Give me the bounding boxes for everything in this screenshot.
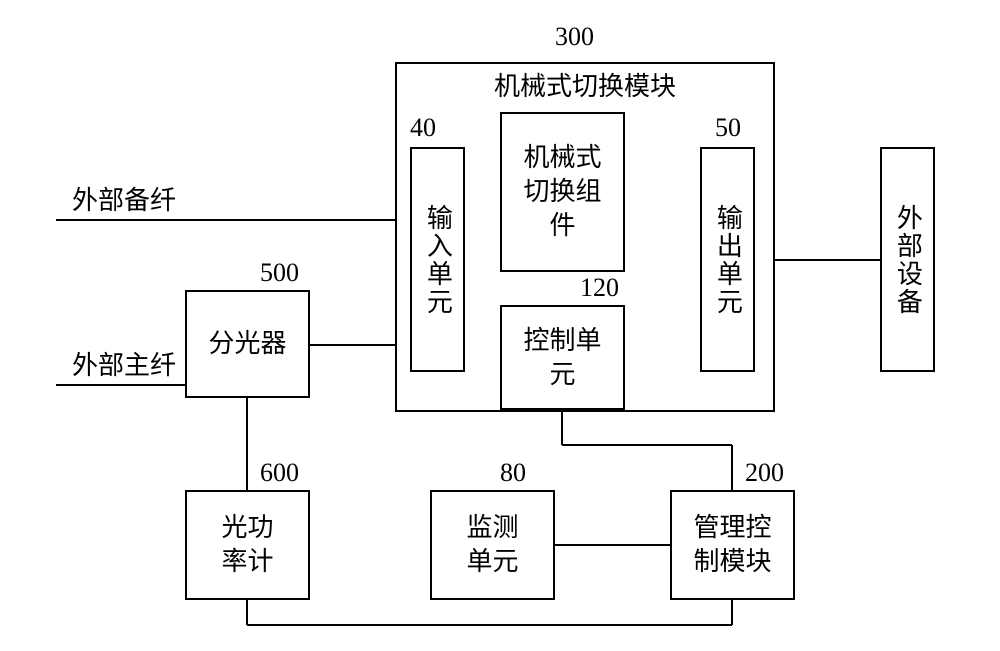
control-unit-box: 控制单元 xyxy=(500,305,625,410)
splitter-box: 分光器 xyxy=(185,290,310,398)
input-unit-box: 输入单元 xyxy=(410,147,465,372)
outer-module-label: 机械式切换模块 xyxy=(397,70,773,104)
outer-module-ref: 300 xyxy=(555,22,594,52)
external-device-box: 外部设备 xyxy=(880,147,935,372)
monitor-unit-box: 监测单元 xyxy=(430,490,555,600)
input-unit-label: 输入单元 xyxy=(421,204,455,316)
mgmt-module-box: 管理控制模块 xyxy=(670,490,795,600)
power-meter-box: 光功率计 xyxy=(185,490,310,600)
control-unit-label: 控制单元 xyxy=(523,324,601,392)
switch-component-label: 机械式切换组件 xyxy=(523,141,601,242)
monitor-unit-ref: 80 xyxy=(500,458,526,488)
power-meter-label: 光功率计 xyxy=(221,511,273,579)
input-unit-ref: 40 xyxy=(410,113,436,143)
backup-fiber-label: 外部备纤 xyxy=(72,185,176,216)
control-unit-ref: 120 xyxy=(580,273,619,303)
external-device-label: 外部设备 xyxy=(891,204,925,316)
output-unit-label: 输出单元 xyxy=(711,204,745,316)
mgmt-module-label: 管理控制模块 xyxy=(693,511,771,579)
output-unit-box: 输出单元 xyxy=(700,147,755,372)
splitter-label: 分光器 xyxy=(208,327,286,361)
mgmt-module-ref: 200 xyxy=(745,458,784,488)
splitter-ref: 500 xyxy=(260,258,299,288)
power-meter-ref: 600 xyxy=(260,458,299,488)
switch-component-box: 机械式切换组件 xyxy=(500,112,625,272)
output-unit-ref: 50 xyxy=(715,113,741,143)
main-fiber-label: 外部主纤 xyxy=(72,350,176,381)
monitor-unit-label: 监测单元 xyxy=(466,511,518,579)
block-diagram: 机械式切换模块 300 输入单元 40 机械式切换组件 控制单元 120 输出单… xyxy=(0,0,1000,651)
